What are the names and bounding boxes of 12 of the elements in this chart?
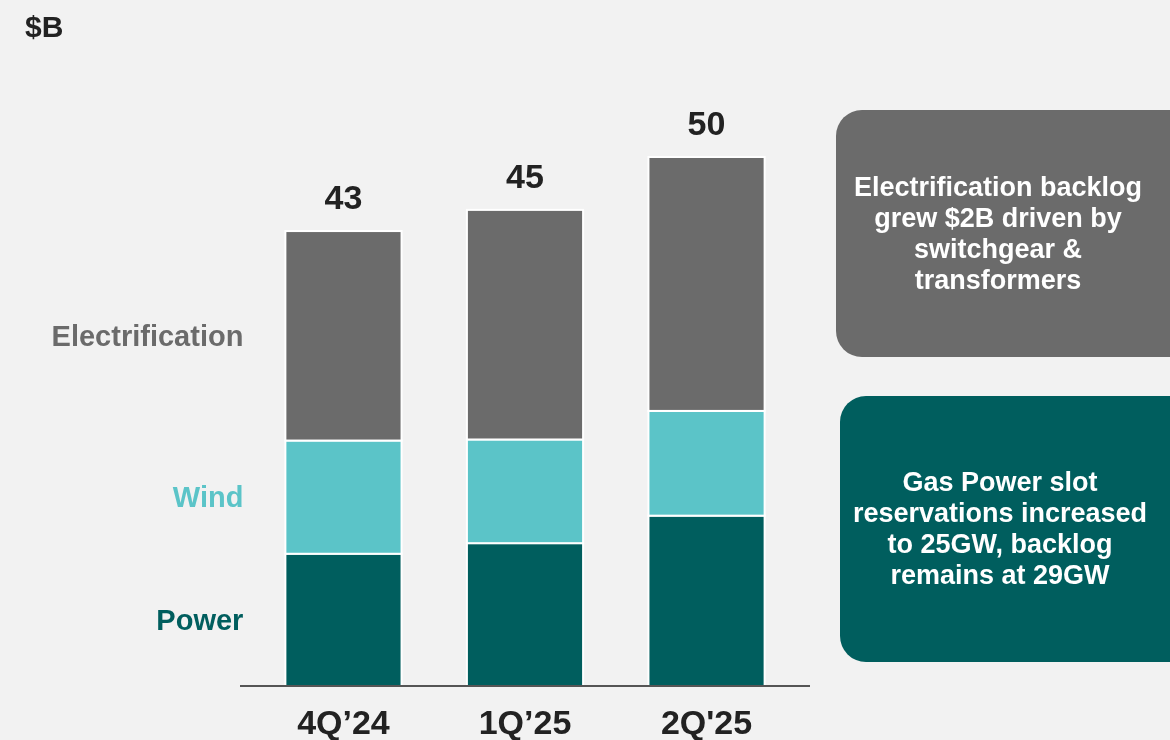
annotation: 43 <box>324 178 363 217</box>
text: $B <box>25 10 64 43</box>
text: Gas Power slot reservations increased to 25GW, backlog remains at 29GW <box>840 396 1170 662</box>
x-tick-label: 4Q’24 <box>297 703 390 740</box>
x-tick-label: 2Q'25 <box>660 703 753 740</box>
series-label: Electrification <box>51 319 244 352</box>
annotation: 50 <box>687 104 726 142</box>
series-label: Wind <box>172 481 244 514</box>
annotation: 45 <box>506 156 544 195</box>
text: Electrification backlog grew $2B driven by switchgear & transformers <box>836 110 1170 357</box>
x-tick-label: 1Q’25 <box>478 703 572 740</box>
series-label: Power <box>156 603 244 636</box>
